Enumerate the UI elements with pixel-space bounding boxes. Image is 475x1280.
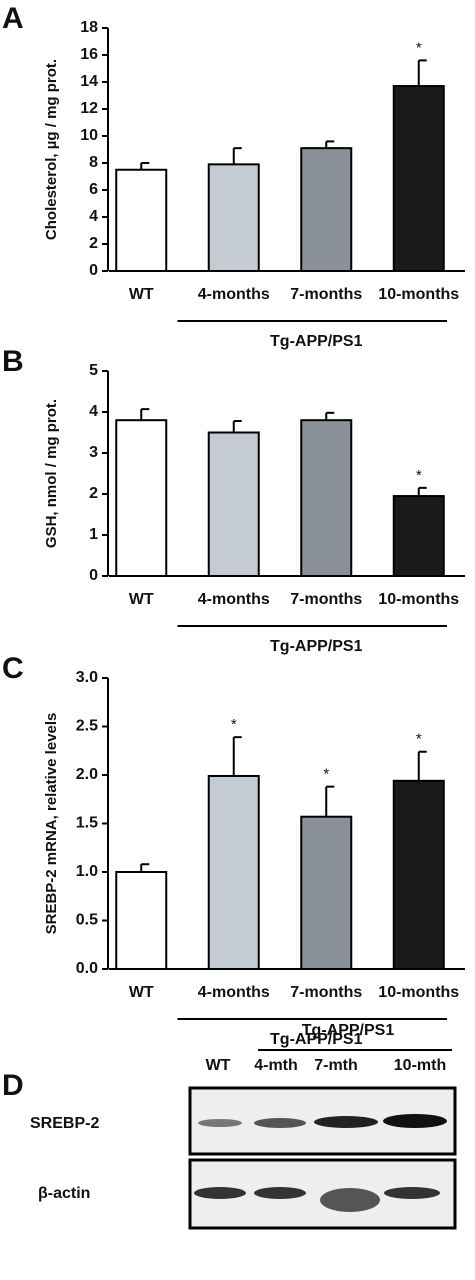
- significance-marker: *: [323, 766, 329, 783]
- group-label: Tg-APP/PS1: [302, 1022, 395, 1039]
- bar: [207, 431, 260, 577]
- significance-marker: *: [416, 467, 422, 484]
- bar: [300, 147, 353, 272]
- x-tick-label: WT: [129, 591, 154, 608]
- lane-label: 4-mth: [254, 1057, 298, 1074]
- y-tick-label: 2: [89, 235, 98, 252]
- y-tick-label: 4: [89, 403, 98, 420]
- band: [314, 1116, 378, 1128]
- lane-label: 7-mth: [314, 1057, 358, 1074]
- row-label: SREBP-2: [30, 1115, 99, 1132]
- group-label: Tg-APP/PS1: [270, 638, 363, 655]
- y-axis-label: SREBP-2 mRNA, relative levels: [43, 713, 60, 935]
- y-tick-label: 5: [89, 362, 98, 379]
- y-axis-label: GSH, nmol / mg prot.: [43, 399, 60, 548]
- y-tick-label: 0: [89, 262, 98, 279]
- significance-marker: *: [231, 716, 237, 733]
- y-tick-label: 0.0: [76, 960, 98, 977]
- band: [384, 1187, 440, 1199]
- y-axis-label: Cholesterol, µg / mg prot.: [43, 59, 60, 240]
- y-tick-label: 3.0: [76, 669, 98, 686]
- lane-label: WT: [206, 1057, 231, 1074]
- y-tick-label: 2: [89, 485, 98, 502]
- x-tick-label: 7-months: [290, 591, 362, 608]
- row-label: β-actin: [38, 1185, 90, 1202]
- bar: [115, 871, 168, 970]
- x-tick-label: 4-months: [198, 984, 270, 1001]
- panel-label: A: [2, 2, 24, 35]
- x-tick-label: 10-months: [378, 286, 459, 303]
- bar: [207, 774, 260, 970]
- y-tick-label: 0: [89, 567, 98, 584]
- lane-label: 10-mth: [394, 1057, 446, 1074]
- band: [383, 1114, 447, 1128]
- y-tick-label: 2.5: [76, 718, 98, 735]
- y-tick-label: 14: [80, 73, 98, 90]
- x-tick-label: 4-months: [198, 591, 270, 608]
- group-label: Tg-APP/PS1: [270, 333, 363, 350]
- y-tick-label: 18: [80, 19, 98, 36]
- y-tick-label: 3: [89, 444, 98, 461]
- bar: [115, 419, 168, 578]
- bar: [300, 419, 353, 578]
- x-tick-label: WT: [129, 286, 154, 303]
- y-tick-label: 6: [89, 181, 98, 198]
- y-tick-label: 2.0: [76, 766, 98, 783]
- band: [254, 1187, 306, 1199]
- y-tick-label: 10: [80, 127, 98, 144]
- y-tick-label: 12: [80, 100, 98, 117]
- bar: [392, 495, 445, 577]
- band: [320, 1188, 380, 1212]
- x-tick-label: 7-months: [290, 286, 362, 303]
- y-tick-label: 4: [89, 208, 98, 225]
- bar: [300, 815, 353, 971]
- x-tick-label: 10-months: [378, 591, 459, 608]
- significance-marker: *: [416, 731, 422, 748]
- band: [254, 1118, 306, 1128]
- x-tick-label: 10-months: [378, 984, 459, 1001]
- y-tick-label: 1.0: [76, 863, 98, 880]
- y-tick-label: 1: [89, 526, 98, 543]
- bar: [392, 85, 445, 272]
- y-tick-label: 16: [80, 46, 98, 63]
- panel-label: B: [2, 345, 24, 378]
- panel-label: C: [2, 652, 24, 685]
- y-tick-label: 1.5: [76, 815, 98, 832]
- band: [194, 1187, 246, 1199]
- x-tick-label: 7-months: [290, 984, 362, 1001]
- significance-marker: *: [416, 39, 422, 56]
- group-label: Tg-APP/PS1: [270, 1031, 363, 1048]
- bar: [392, 779, 445, 970]
- y-tick-label: 0.5: [76, 912, 98, 929]
- band: [198, 1119, 242, 1127]
- x-tick-label: WT: [129, 984, 154, 1001]
- y-tick-label: 8: [89, 154, 98, 171]
- panel-label: D: [2, 1069, 24, 1102]
- x-tick-label: 4-months: [198, 286, 270, 303]
- bar: [207, 163, 260, 273]
- bar: [115, 168, 168, 272]
